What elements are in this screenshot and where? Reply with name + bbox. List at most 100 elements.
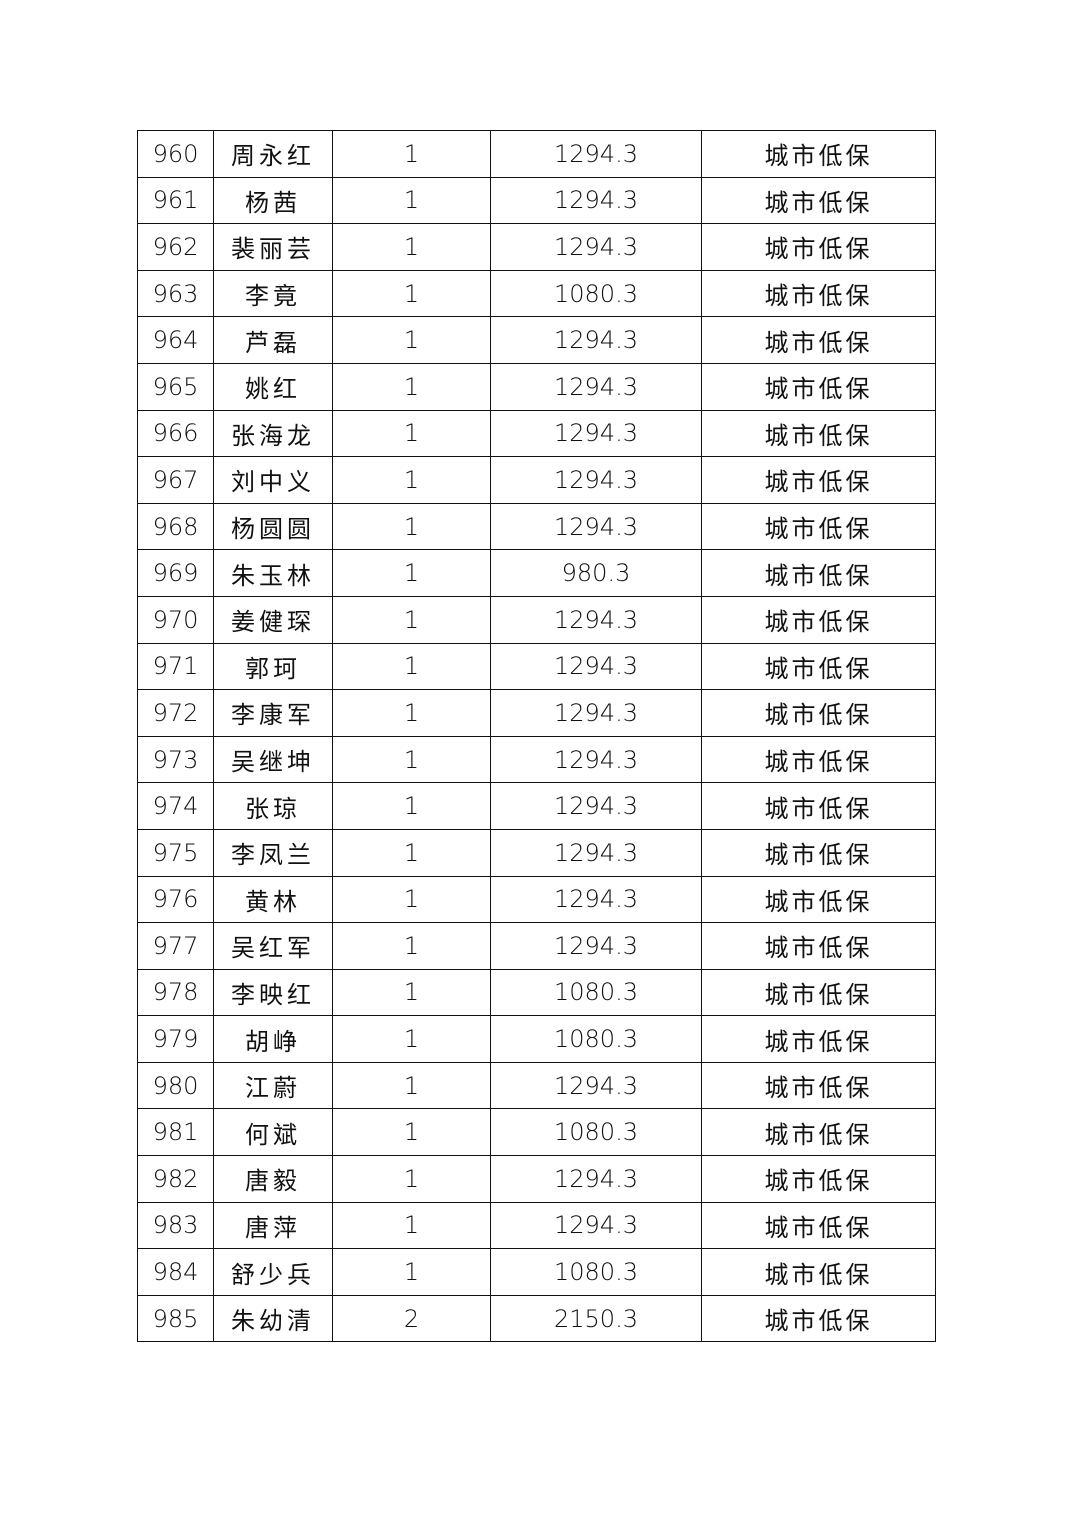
category-cell: 城市低保 <box>701 176 936 225</box>
name-cell: 唐萍 <box>213 1201 333 1250</box>
name-cell: 胡峥 <box>213 1015 333 1063</box>
household-size-cell: 1 <box>332 782 491 830</box>
name-cell: 唐毅 <box>213 1155 333 1203</box>
category-cell: 城市低保 <box>701 922 936 970</box>
amount-cell: 1294.3 <box>490 642 702 691</box>
amount-cell: 1294.3 <box>490 1155 702 1203</box>
serial-number-cell: 961 <box>137 176 214 225</box>
name-cell: 姚红 <box>213 362 333 411</box>
table-row: 962 裴丽芸 1 1294.3 城市低保 <box>137 223 936 271</box>
name-cell: 郭珂 <box>213 642 333 691</box>
serial-number-cell: 974 <box>137 782 214 830</box>
amount-cell: 1294.3 <box>490 782 702 830</box>
category-cell: 城市低保 <box>701 782 936 830</box>
household-size-cell: 1 <box>332 456 491 504</box>
serial-number-cell: 971 <box>137 642 214 691</box>
category-cell: 城市低保 <box>701 642 936 691</box>
amount-cell: 1294.3 <box>490 1201 702 1250</box>
serial-number-cell: 968 <box>137 502 214 551</box>
amount-cell: 1294.3 <box>490 409 702 458</box>
amount-cell: 1294.3 <box>490 875 702 924</box>
table-row: 964 芦磊 1 1294.3 城市低保 <box>137 316 936 364</box>
category-cell: 城市低保 <box>701 595 936 644</box>
category-cell: 城市低保 <box>701 549 936 597</box>
table-row: 978 李映红 1 1080.3 城市低保 <box>137 968 936 1017</box>
household-size-cell: 1 <box>332 409 491 458</box>
amount-cell: 1294.3 <box>490 828 702 877</box>
table-row: 977 吴红军 1 1294.3 城市低保 <box>137 922 936 970</box>
amount-cell: 980.3 <box>490 549 702 597</box>
name-cell: 张琼 <box>213 782 333 830</box>
household-size-cell: 1 <box>332 595 491 644</box>
table-row: 984 舒少兵 1 1080.3 城市低保 <box>137 1248 936 1296</box>
name-cell: 吴继坤 <box>213 735 333 784</box>
serial-number-cell: 983 <box>137 1201 214 1250</box>
table-row: 970 姜健琛 1 1294.3 城市低保 <box>137 595 936 644</box>
table-row: 982 唐毅 1 1294.3 城市低保 <box>137 1155 936 1203</box>
household-size-cell: 1 <box>332 549 491 597</box>
category-cell: 城市低保 <box>701 362 936 411</box>
household-size-cell: 1 <box>332 1248 491 1296</box>
name-cell: 李竟 <box>213 269 333 318</box>
serial-number-cell: 980 <box>137 1061 214 1110</box>
category-cell: 城市低保 <box>701 1015 936 1063</box>
amount-cell: 1080.3 <box>490 1015 702 1063</box>
name-cell: 李映红 <box>213 968 333 1017</box>
name-cell: 李康军 <box>213 689 333 737</box>
name-cell: 李凤兰 <box>213 828 333 877</box>
table-row: 976 黄林 1 1294.3 城市低保 <box>137 875 936 924</box>
name-cell: 刘中义 <box>213 456 333 504</box>
table-row: 961 杨茜 1 1294.3 城市低保 <box>137 176 936 225</box>
serial-number-cell: 965 <box>137 362 214 411</box>
serial-number-cell: 978 <box>137 968 214 1017</box>
table-row: 980 江蔚 1 1294.3 城市低保 <box>137 1061 936 1110</box>
amount-cell: 1294.3 <box>490 689 702 737</box>
amount-cell: 1294.3 <box>490 362 702 411</box>
table-row: 966 张海龙 1 1294.3 城市低保 <box>137 409 936 458</box>
household-size-cell: 1 <box>332 269 491 318</box>
category-cell: 城市低保 <box>701 269 936 318</box>
serial-number-cell: 977 <box>137 922 214 970</box>
table-row: 963 李竟 1 1080.3 城市低保 <box>137 269 936 318</box>
category-cell: 城市低保 <box>701 1155 936 1203</box>
household-size-cell: 1 <box>332 875 491 924</box>
amount-cell: 1294.3 <box>490 223 702 271</box>
name-cell: 姜健琛 <box>213 595 333 644</box>
serial-number-cell: 972 <box>137 689 214 737</box>
amount-cell: 1080.3 <box>490 269 702 318</box>
category-cell: 城市低保 <box>701 735 936 784</box>
serial-number-cell: 979 <box>137 1015 214 1063</box>
name-cell: 黄林 <box>213 875 333 924</box>
name-cell: 周永红 <box>213 130 333 178</box>
serial-number-cell: 960 <box>137 130 214 178</box>
household-size-cell: 1 <box>332 735 491 784</box>
amount-cell: 1080.3 <box>490 968 702 1017</box>
amount-cell: 1080.3 <box>490 1248 702 1296</box>
amount-cell: 1294.3 <box>490 316 702 364</box>
amount-cell: 1294.3 <box>490 176 702 225</box>
table-row: 974 张琼 1 1294.3 城市低保 <box>137 782 936 830</box>
serial-number-cell: 962 <box>137 223 214 271</box>
household-size-cell: 1 <box>332 1015 491 1063</box>
household-size-cell: 1 <box>332 362 491 411</box>
serial-number-cell: 981 <box>137 1108 214 1157</box>
table-row: 969 朱玉林 1 980.3 城市低保 <box>137 549 936 597</box>
category-cell: 城市低保 <box>701 828 936 877</box>
category-cell: 城市低保 <box>701 1108 936 1157</box>
amount-cell: 1294.3 <box>490 922 702 970</box>
table-row: 972 李康军 1 1294.3 城市低保 <box>137 689 936 737</box>
table-row: 981 何斌 1 1080.3 城市低保 <box>137 1108 936 1157</box>
name-cell: 朱玉林 <box>213 549 333 597</box>
name-cell: 芦磊 <box>213 316 333 364</box>
amount-cell: 2150.3 <box>490 1294 702 1343</box>
household-size-cell: 1 <box>332 223 491 271</box>
household-size-cell: 1 <box>332 828 491 877</box>
amount-cell: 1294.3 <box>490 456 702 504</box>
serial-number-cell: 967 <box>137 456 214 504</box>
beneficiary-table: 960 周永红 1 1294.3 城市低保 961 杨茜 1 1294.3 城市低保 962 裴丽芸 1… <box>137 130 936 1343</box>
household-size-cell: 1 <box>332 1201 491 1250</box>
household-size-cell: 1 <box>332 502 491 551</box>
household-size-cell: 1 <box>332 689 491 737</box>
household-size-cell: 2 <box>332 1294 491 1343</box>
serial-number-cell: 975 <box>137 828 214 877</box>
